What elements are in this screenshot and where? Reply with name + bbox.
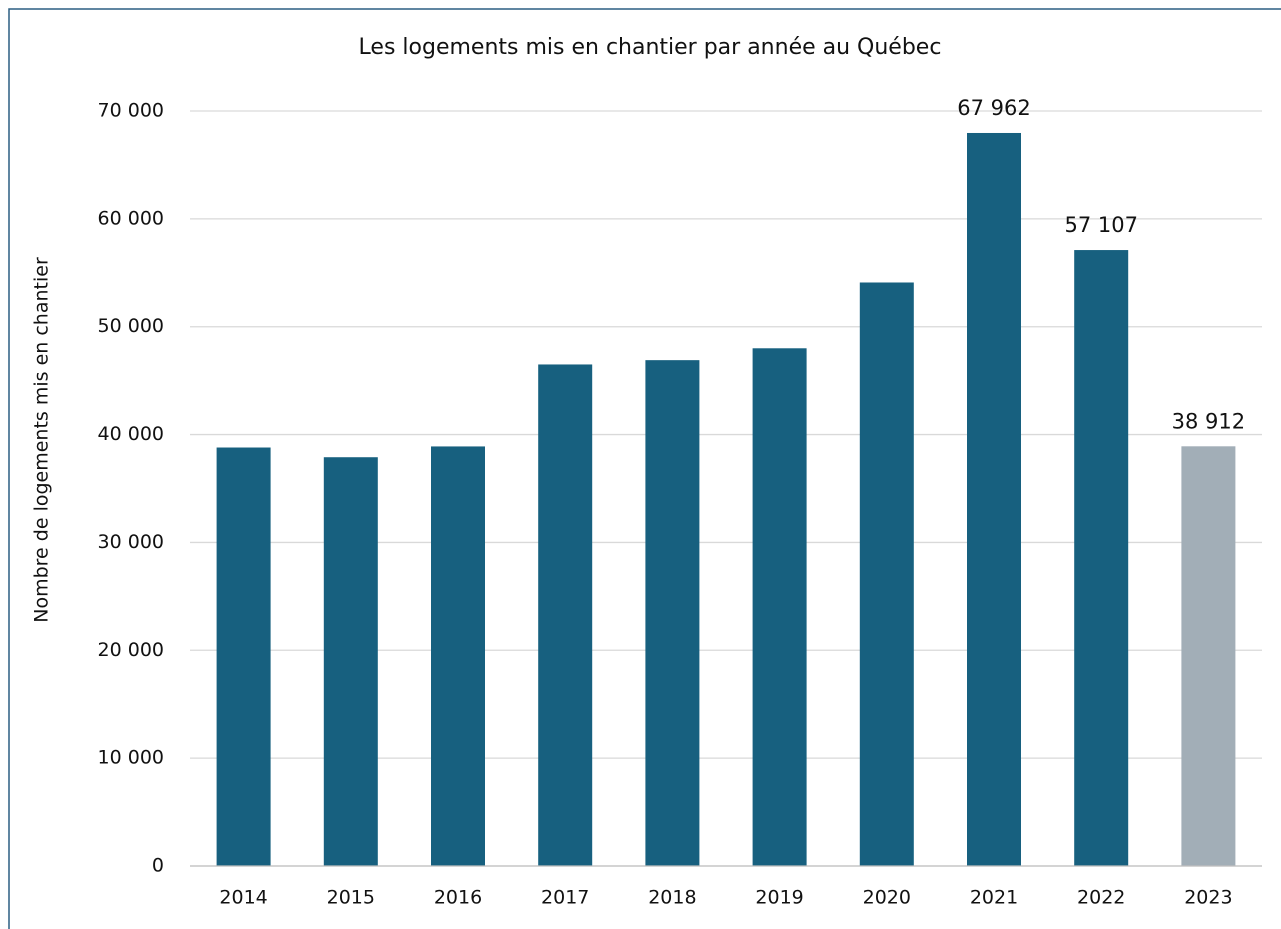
bar — [859, 282, 914, 866]
x-tick-label: 2022 — [1077, 887, 1125, 909]
x-tick-label: 2019 — [755, 887, 803, 909]
y-tick-label: 40 000 — [98, 423, 164, 445]
chart-title: Les logements mis en chantier par année … — [359, 35, 942, 60]
bar — [323, 457, 378, 866]
x-tick-label: 2016 — [434, 887, 482, 909]
x-tick-label: 2018 — [648, 887, 696, 909]
y-tick-label: 60 000 — [98, 207, 164, 229]
y-tick-label: 30 000 — [98, 531, 164, 553]
bar — [1074, 250, 1129, 867]
bar — [752, 348, 807, 866]
bar — [431, 446, 485, 866]
data-label: 38 912 — [1172, 409, 1245, 433]
x-tick-label: 2014 — [219, 887, 267, 909]
x-tick-label: 2017 — [541, 887, 589, 909]
data-label: 57 107 — [1064, 213, 1137, 237]
y-tick-label: 70 000 — [98, 100, 164, 122]
y-tick-label: 20 000 — [98, 639, 164, 661]
bar — [538, 364, 593, 866]
bar — [216, 447, 271, 866]
chart-frame — [8, 8, 1281, 929]
y-tick-label: 0 — [152, 855, 164, 877]
y-tick-label: 10 000 — [98, 747, 164, 769]
x-tick-label: 2021 — [970, 887, 1018, 909]
data-label: 67 962 — [957, 96, 1030, 120]
x-tick-label: 2015 — [327, 887, 375, 909]
bar — [967, 132, 1021, 866]
y-axis-label: Nombre de logements mis en chantier — [31, 257, 53, 623]
y-tick-label: 50 000 — [98, 315, 164, 337]
bar — [645, 360, 700, 866]
bar — [1181, 446, 1236, 866]
x-tick-label: 2023 — [1184, 887, 1232, 909]
x-tick-label: 2020 — [863, 887, 911, 909]
